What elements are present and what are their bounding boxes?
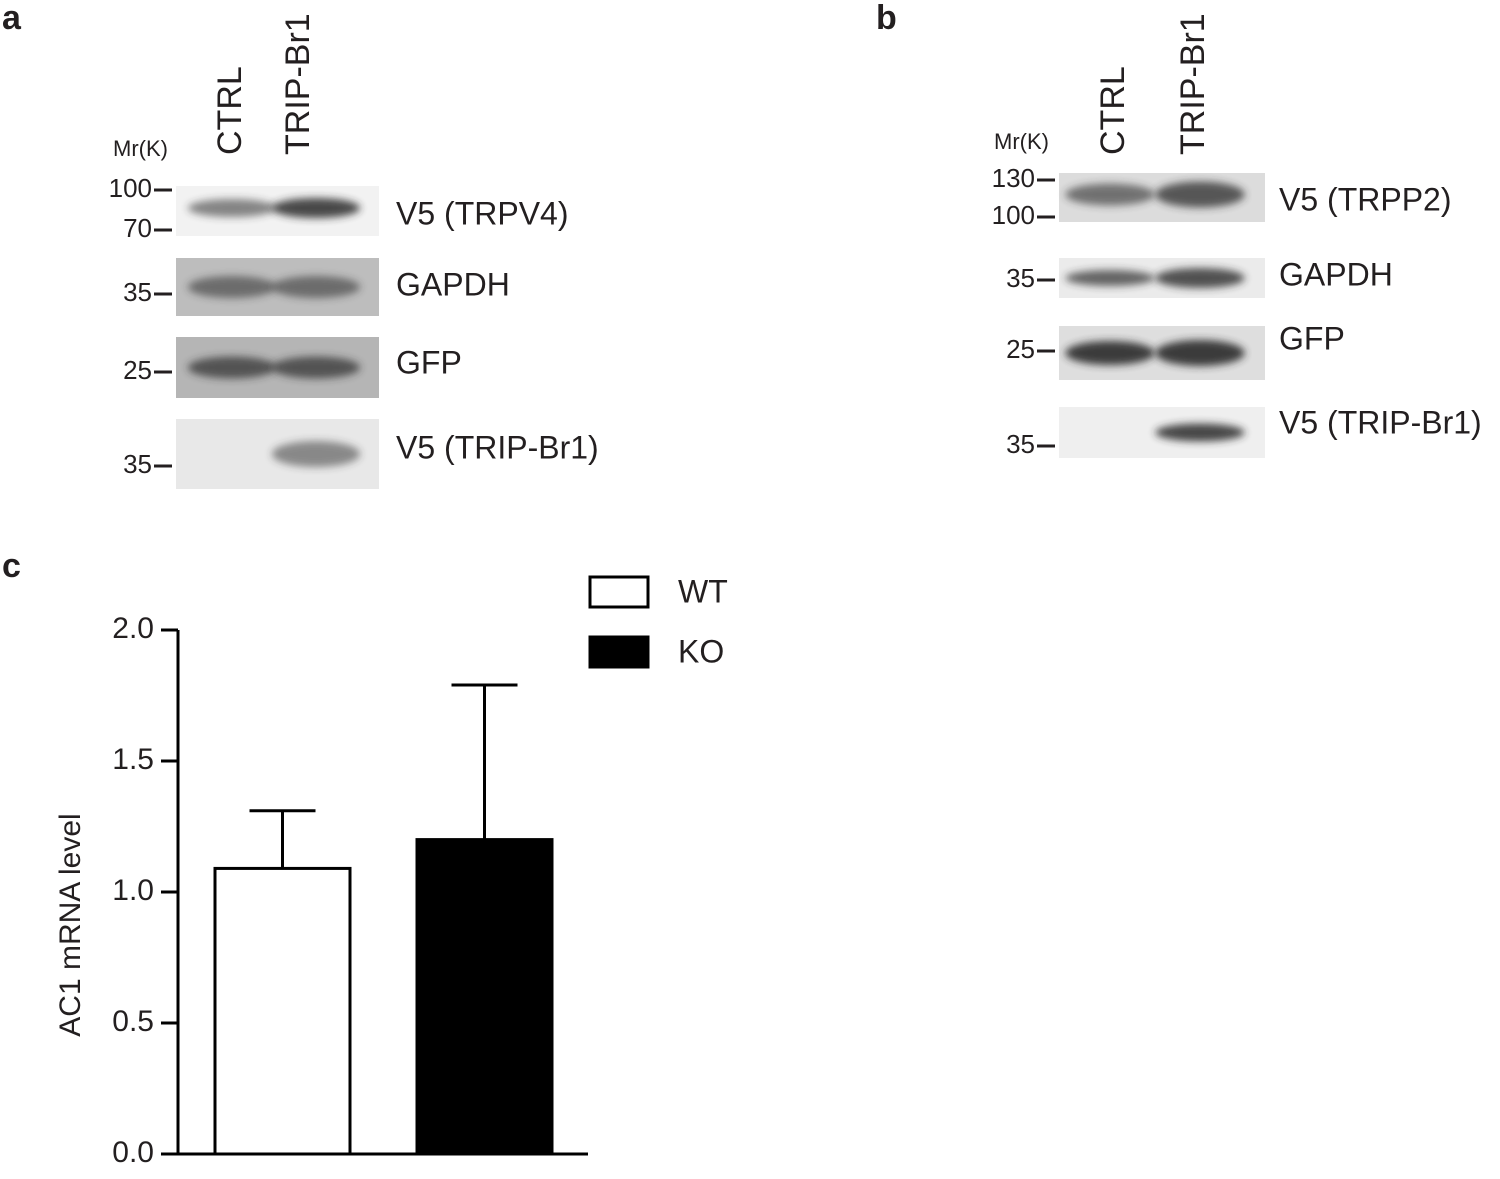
blot-label: V5 (TRIP-Br1): [396, 429, 599, 465]
band: [187, 199, 277, 217]
band: [271, 356, 361, 379]
marker-label: 130: [992, 163, 1035, 193]
blot-label: GFP: [396, 344, 462, 380]
legend-swatch: [588, 635, 650, 669]
band: [1065, 341, 1155, 365]
blot-label: V5 (TRPV4): [396, 195, 568, 231]
band: [1155, 181, 1245, 208]
lane-label: TRIP-Br1: [1174, 13, 1212, 155]
marker-label: 35: [1006, 263, 1035, 293]
band: [271, 441, 361, 467]
marker-label: 100: [992, 200, 1035, 230]
band: [271, 276, 361, 298]
panel-label: a: [2, 0, 22, 37]
lane-label: TRIP-Br1: [279, 13, 317, 155]
legend-label: WT: [678, 573, 728, 609]
marker-label: 25: [1006, 334, 1035, 364]
mr-label: Mr(K): [113, 136, 168, 161]
blot-label: GAPDH: [1279, 256, 1393, 292]
marker-label: 25: [123, 355, 152, 385]
blot-label: GAPDH: [396, 266, 510, 302]
band: [1065, 183, 1155, 206]
blot-label: GFP: [1279, 320, 1345, 356]
y-tick-label: 0.5: [112, 1005, 154, 1038]
marker-label: 70: [123, 213, 152, 243]
band: [1155, 423, 1245, 442]
y-tick-label: 1.0: [112, 874, 154, 907]
panel-label: c: [2, 547, 21, 585]
panel-label: b: [876, 0, 897, 37]
y-tick-label: 0.0: [112, 1136, 154, 1169]
legend-swatch: [588, 575, 650, 609]
marker-label: 35: [123, 277, 152, 307]
band: [187, 356, 277, 379]
blot-label: V5 (TRPP2): [1279, 181, 1451, 217]
marker-label: 35: [123, 449, 152, 479]
marker-label: 35: [1006, 429, 1035, 459]
y-axis-label: AC1 mRNA level: [54, 813, 87, 1036]
lane-label: CTRL: [211, 66, 249, 155]
band: [187, 276, 277, 298]
bar: [213, 866, 352, 1156]
mr-label: Mr(K): [994, 129, 1049, 154]
bar: [415, 838, 554, 1156]
marker-label: 100: [109, 173, 152, 203]
lane-label: CTRL: [1094, 66, 1132, 155]
y-tick-label: 2.0: [112, 612, 154, 645]
y-tick-label: 1.5: [112, 743, 154, 776]
band: [1155, 340, 1245, 366]
band: [1065, 270, 1155, 286]
blot-label: V5 (TRIP-Br1): [1279, 404, 1482, 440]
band: [1155, 268, 1245, 288]
legend-label: KO: [678, 633, 724, 669]
band: [271, 198, 361, 218]
